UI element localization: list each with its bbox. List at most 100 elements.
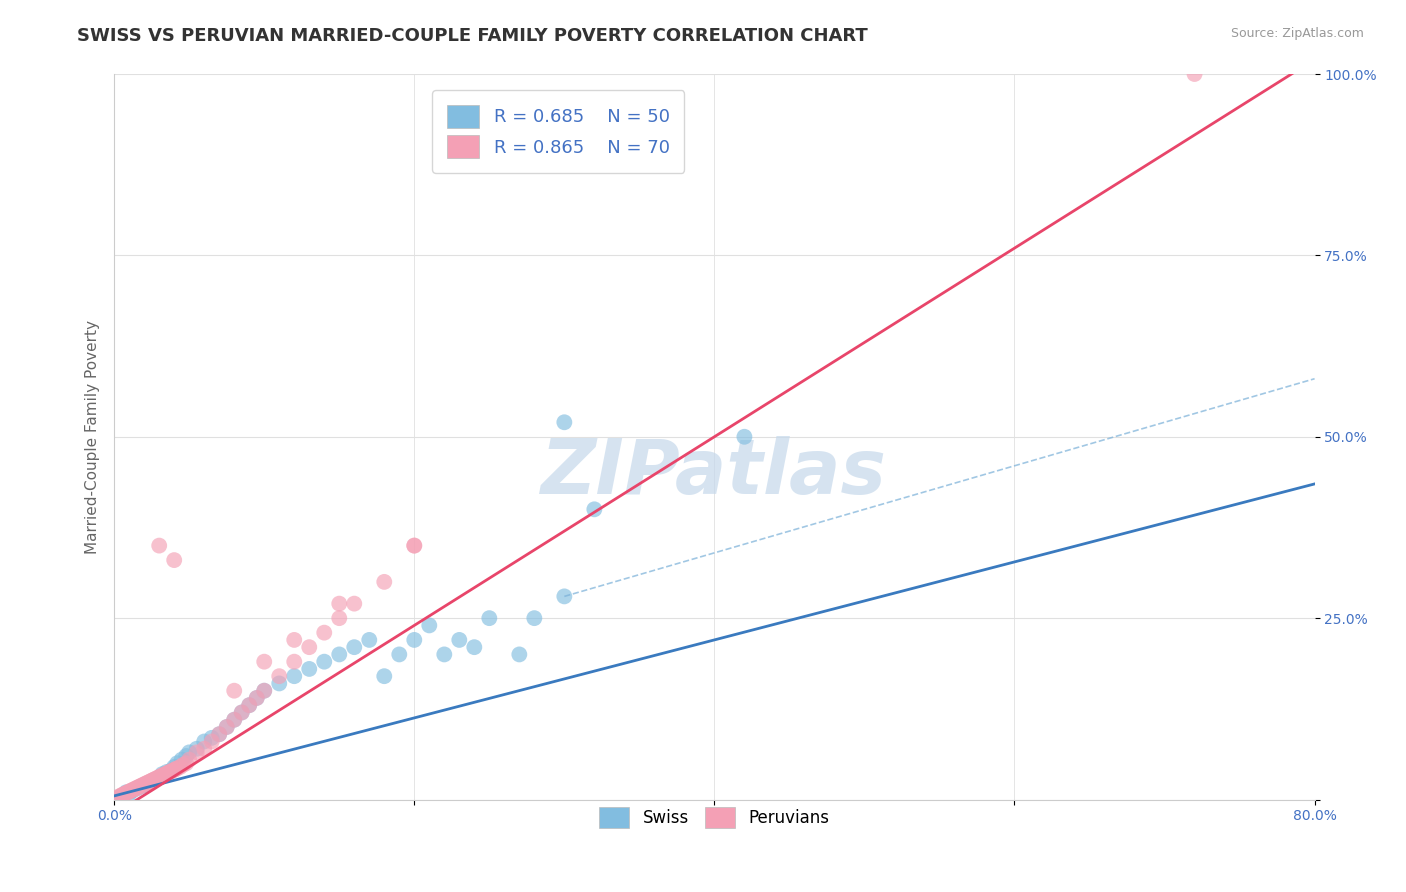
- Point: [163, 760, 186, 774]
- Point: [112, 788, 135, 802]
- Point: [105, 790, 128, 805]
- Point: [163, 553, 186, 567]
- Point: [404, 539, 426, 553]
- Point: [215, 720, 238, 734]
- Point: [433, 648, 456, 662]
- Point: [117, 785, 139, 799]
- Point: [155, 767, 177, 781]
- Point: [404, 539, 426, 553]
- Point: [169, 760, 191, 774]
- Point: [121, 784, 143, 798]
- Point: [298, 662, 321, 676]
- Point: [145, 772, 167, 787]
- Point: [163, 763, 186, 777]
- Point: [149, 769, 172, 783]
- Point: [224, 683, 246, 698]
- Point: [145, 772, 167, 786]
- Point: [166, 756, 188, 771]
- Point: [373, 574, 395, 589]
- Point: [343, 640, 366, 655]
- Point: [553, 590, 575, 604]
- Point: [115, 786, 138, 800]
- Point: [314, 625, 336, 640]
- Point: [328, 597, 350, 611]
- Point: [179, 753, 201, 767]
- Point: [146, 771, 169, 785]
- Point: [135, 776, 157, 790]
- Point: [404, 632, 426, 647]
- Point: [253, 683, 276, 698]
- Point: [172, 757, 194, 772]
- Point: [148, 771, 170, 785]
- Point: [114, 787, 136, 801]
- Point: [124, 781, 146, 796]
- Point: [388, 648, 411, 662]
- Point: [148, 539, 170, 553]
- Point: [165, 762, 187, 776]
- Text: SWISS VS PERUVIAN MARRIED-COUPLE FAMILY POVERTY CORRELATION CHART: SWISS VS PERUVIAN MARRIED-COUPLE FAMILY …: [77, 27, 868, 45]
- Point: [160, 764, 183, 779]
- Point: [115, 785, 138, 799]
- Point: [141, 773, 163, 788]
- Point: [120, 784, 142, 798]
- Point: [733, 430, 755, 444]
- Y-axis label: Married-Couple Family Poverty: Married-Couple Family Poverty: [86, 319, 100, 554]
- Point: [142, 772, 165, 787]
- Point: [231, 706, 253, 720]
- Point: [328, 611, 350, 625]
- Point: [238, 698, 260, 713]
- Point: [160, 764, 183, 778]
- Point: [253, 655, 276, 669]
- Point: [118, 787, 141, 801]
- Point: [508, 648, 530, 662]
- Point: [131, 778, 153, 792]
- Point: [134, 777, 156, 791]
- Point: [246, 690, 269, 705]
- Point: [179, 745, 201, 759]
- Point: [463, 640, 485, 655]
- Point: [224, 713, 246, 727]
- Point: [283, 632, 305, 647]
- Point: [359, 632, 381, 647]
- Point: [150, 767, 173, 781]
- Point: [246, 690, 269, 705]
- Point: [138, 775, 160, 789]
- Point: [208, 727, 231, 741]
- Point: [328, 648, 350, 662]
- Point: [238, 698, 260, 713]
- Point: [215, 720, 238, 734]
- Point: [156, 766, 179, 780]
- Point: [111, 789, 134, 803]
- Point: [314, 655, 336, 669]
- Point: [298, 640, 321, 655]
- Point: [157, 765, 180, 780]
- Point: [283, 669, 305, 683]
- Point: [186, 745, 208, 759]
- Point: [193, 734, 215, 748]
- Point: [224, 713, 246, 727]
- Point: [193, 741, 215, 756]
- Point: [231, 706, 253, 720]
- Point: [1184, 67, 1206, 81]
- Point: [186, 741, 208, 756]
- Point: [523, 611, 546, 625]
- Point: [174, 756, 197, 771]
- Point: [129, 779, 152, 793]
- Point: [253, 683, 276, 698]
- Point: [125, 781, 148, 796]
- Point: [553, 415, 575, 429]
- Point: [148, 770, 170, 784]
- Point: [122, 782, 145, 797]
- Point: [125, 780, 148, 795]
- Point: [143, 772, 166, 787]
- Point: [170, 753, 193, 767]
- Point: [134, 778, 156, 792]
- Point: [128, 780, 150, 794]
- Point: [269, 676, 291, 690]
- Point: [166, 761, 188, 775]
- Point: [343, 597, 366, 611]
- Point: [118, 784, 141, 798]
- Point: [136, 776, 159, 790]
- Point: [201, 734, 224, 748]
- Point: [129, 780, 152, 794]
